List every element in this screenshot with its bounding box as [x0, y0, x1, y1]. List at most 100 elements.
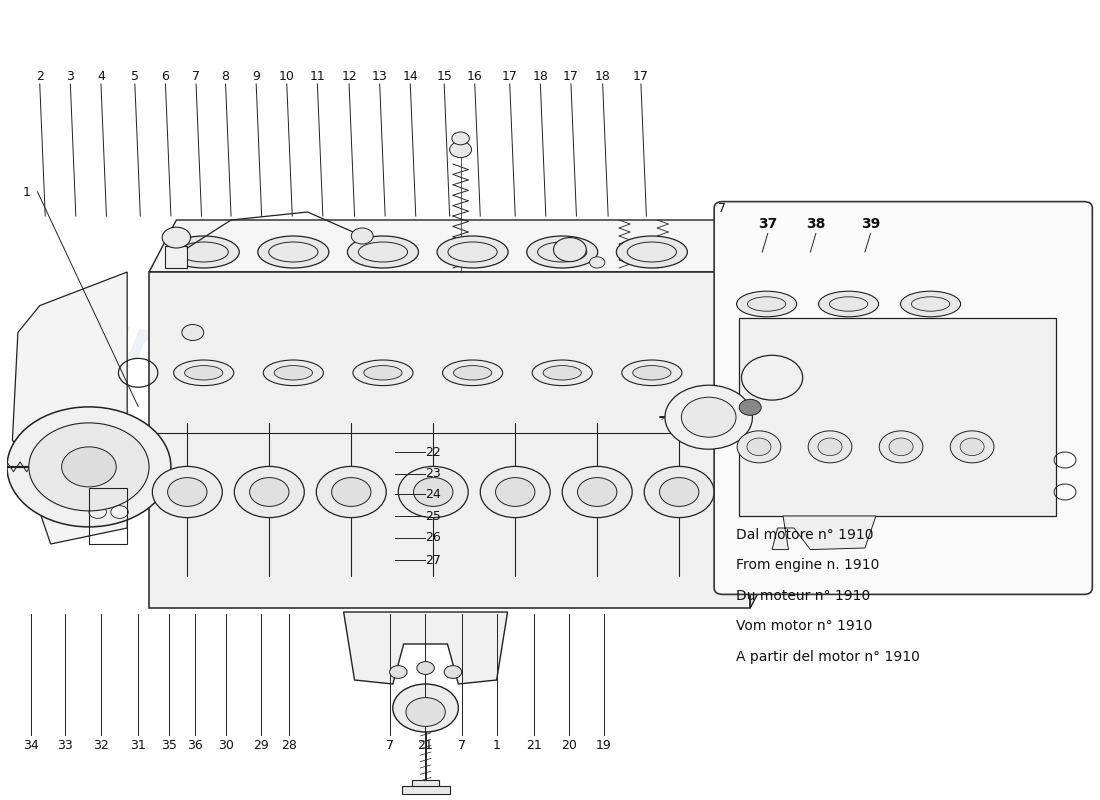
Ellipse shape [274, 366, 312, 380]
Ellipse shape [263, 360, 323, 386]
Circle shape [645, 466, 714, 518]
Text: 12: 12 [341, 70, 358, 82]
Text: Vom motor n° 1910: Vom motor n° 1910 [736, 619, 872, 634]
Text: A partir del motor n° 1910: A partir del motor n° 1910 [736, 650, 920, 663]
Text: 17: 17 [632, 70, 649, 82]
Text: 3: 3 [66, 70, 75, 82]
Text: 36: 36 [187, 739, 202, 752]
Circle shape [808, 431, 851, 463]
Text: Du moteur n° 1910: Du moteur n° 1910 [736, 589, 870, 603]
Bar [745, 328, 764, 544]
FancyBboxPatch shape [714, 202, 1092, 594]
Circle shape [450, 142, 472, 158]
Text: 32: 32 [94, 739, 109, 752]
Ellipse shape [364, 366, 403, 380]
Ellipse shape [453, 366, 492, 380]
Ellipse shape [348, 236, 418, 268]
Ellipse shape [632, 366, 671, 380]
Text: 4: 4 [97, 70, 104, 82]
Circle shape [578, 478, 617, 506]
Circle shape [351, 228, 373, 244]
Text: 2: 2 [36, 70, 44, 82]
Circle shape [417, 662, 434, 674]
Text: 16: 16 [466, 70, 483, 82]
Text: 8: 8 [221, 70, 230, 82]
Ellipse shape [737, 291, 796, 317]
Polygon shape [772, 516, 876, 550]
Bar [165, 246, 187, 268]
Circle shape [167, 478, 207, 506]
Text: 22: 22 [426, 446, 441, 458]
Text: 14: 14 [403, 70, 418, 82]
Circle shape [317, 466, 386, 518]
Ellipse shape [353, 360, 412, 386]
Circle shape [747, 438, 771, 456]
Text: 29: 29 [253, 739, 268, 752]
Text: 9: 9 [252, 70, 260, 82]
Text: 17: 17 [563, 70, 579, 82]
Ellipse shape [532, 360, 592, 386]
Circle shape [818, 438, 842, 456]
Text: 7: 7 [385, 739, 394, 752]
Text: 11: 11 [309, 70, 326, 82]
Ellipse shape [901, 291, 960, 317]
Circle shape [234, 466, 305, 518]
Circle shape [776, 378, 791, 390]
Text: 37: 37 [758, 217, 778, 231]
Text: 10: 10 [278, 70, 295, 82]
Circle shape [889, 438, 913, 456]
Circle shape [7, 407, 170, 527]
Text: 20: 20 [561, 739, 576, 752]
Circle shape [398, 466, 469, 518]
Ellipse shape [168, 236, 239, 268]
Circle shape [495, 478, 535, 506]
Ellipse shape [442, 360, 503, 386]
Text: 5: 5 [131, 70, 139, 82]
Circle shape [879, 431, 923, 463]
Ellipse shape [621, 360, 682, 386]
Bar [412, 780, 439, 788]
Ellipse shape [185, 366, 223, 380]
Circle shape [62, 447, 117, 487]
Polygon shape [343, 612, 507, 684]
Ellipse shape [543, 366, 582, 380]
Text: 15: 15 [437, 70, 452, 82]
Text: Dal motore n° 1910: Dal motore n° 1910 [736, 528, 873, 542]
Text: 18: 18 [595, 70, 610, 82]
Circle shape [152, 466, 222, 518]
Circle shape [29, 423, 150, 511]
Ellipse shape [437, 236, 508, 268]
Text: 38: 38 [806, 217, 825, 231]
Text: 18: 18 [532, 70, 548, 82]
Circle shape [414, 478, 453, 506]
Circle shape [960, 438, 984, 456]
Text: 1: 1 [493, 739, 500, 752]
Ellipse shape [174, 360, 234, 386]
Text: 1: 1 [23, 186, 31, 198]
Bar [739, 318, 1056, 516]
Circle shape [406, 698, 446, 726]
Polygon shape [150, 220, 778, 272]
Text: From engine n. 1910: From engine n. 1910 [736, 558, 879, 573]
Circle shape [660, 478, 698, 506]
Circle shape [739, 399, 761, 415]
Text: 34: 34 [23, 739, 38, 752]
Circle shape [553, 238, 586, 262]
Bar [150, 272, 750, 608]
Text: 6: 6 [162, 70, 169, 82]
Circle shape [666, 385, 752, 450]
Circle shape [950, 431, 994, 463]
Ellipse shape [527, 236, 597, 268]
Text: 28: 28 [280, 739, 297, 752]
Text: 17: 17 [502, 70, 518, 82]
Circle shape [331, 478, 371, 506]
Ellipse shape [616, 236, 688, 268]
Text: 7: 7 [458, 739, 465, 752]
Text: 13: 13 [372, 70, 387, 82]
Circle shape [737, 431, 781, 463]
Text: 31: 31 [130, 739, 146, 752]
Ellipse shape [818, 291, 879, 317]
Circle shape [182, 325, 204, 341]
Text: 30: 30 [218, 739, 233, 752]
Text: 21: 21 [417, 739, 432, 752]
